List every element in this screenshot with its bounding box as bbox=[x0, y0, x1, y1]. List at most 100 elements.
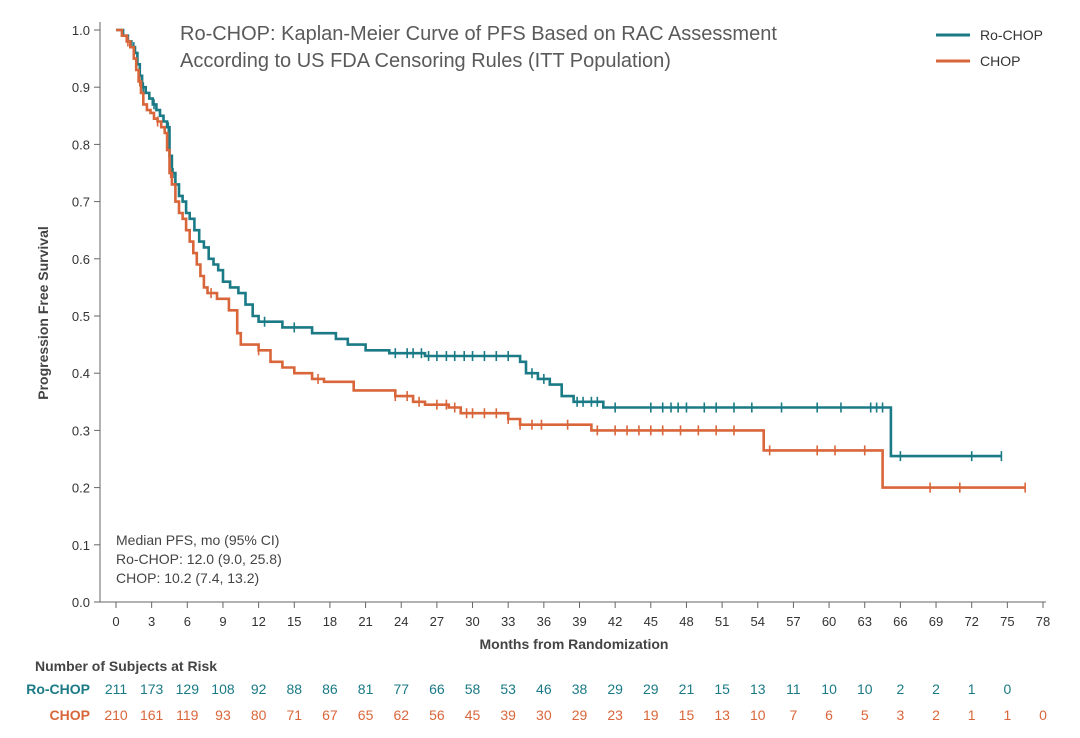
ro-chop-risk-value: 38 bbox=[572, 681, 588, 697]
chop-legend-label: CHOP bbox=[980, 53, 1020, 69]
x-tick-label: 21 bbox=[358, 614, 372, 629]
ro-chop-risk-value: 15 bbox=[714, 681, 730, 697]
ro-chop-risk-value: 129 bbox=[176, 681, 200, 697]
ro-chop-risk-value: 10 bbox=[821, 681, 837, 697]
ro-chop-risk-value: 58 bbox=[465, 681, 481, 697]
x-tick-label: 36 bbox=[537, 614, 551, 629]
ro-chop-risk-value: 88 bbox=[286, 681, 302, 697]
chop-risk-value: 6 bbox=[825, 707, 833, 723]
ro-chop-risk-value: 81 bbox=[358, 681, 374, 697]
chop-risk-label: CHOP bbox=[50, 707, 90, 723]
ro-chop-risk-value: 2 bbox=[932, 681, 940, 697]
chop-curve bbox=[116, 28, 1026, 489]
x-tick-label: 6 bbox=[184, 614, 191, 629]
chop-risk-value: 65 bbox=[358, 707, 374, 723]
chop-risk-value: 30 bbox=[536, 707, 552, 723]
y-axis-title: Progression Free Survival bbox=[35, 226, 51, 400]
annotation-line-1: Median PFS, mo (95% CI) bbox=[116, 532, 279, 548]
chop-risk-value: 93 bbox=[215, 707, 231, 723]
chop-risk-value: 5 bbox=[861, 707, 869, 723]
x-tick-label: 3 bbox=[148, 614, 155, 629]
risk-table-title: Number of Subjects at Risk bbox=[35, 658, 217, 674]
axes: 0.00.10.20.30.40.50.60.70.80.91.00 3 6 9 12 1… bbox=[35, 22, 1050, 652]
chop-risk-value: 7 bbox=[790, 707, 798, 723]
y-tick-label: 1.0 bbox=[72, 23, 90, 38]
ro-chop-risk-value: 66 bbox=[429, 681, 445, 697]
chop-risk-value: 3 bbox=[896, 707, 904, 723]
ro-chop-risk-value: 11 bbox=[786, 681, 801, 697]
ro-chop-legend-label: Ro-CHOP bbox=[980, 27, 1043, 43]
ro-chop-risk-value: 77 bbox=[393, 681, 409, 697]
x-tick-label: 0 bbox=[112, 614, 119, 629]
chop-risk-value: 80 bbox=[251, 707, 267, 723]
x-tick-label: 60 bbox=[822, 614, 836, 629]
y-tick-label: 0.1 bbox=[72, 538, 90, 553]
chop-risk-value: 67 bbox=[322, 707, 338, 723]
y-tick-label: 0.5 bbox=[72, 309, 90, 324]
chop-risk-value: 1 bbox=[1003, 707, 1011, 723]
ro-chop-risk-value: 21 bbox=[679, 681, 695, 697]
chop-risk-value: 71 bbox=[286, 707, 302, 723]
y-tick-label: 0.3 bbox=[72, 423, 90, 438]
y-tick-label: 0.9 bbox=[72, 80, 90, 95]
chop-risk-value: 119 bbox=[176, 707, 199, 723]
chop-risk-value: 2 bbox=[932, 707, 940, 723]
x-tick-label: 15 bbox=[287, 614, 301, 629]
ro-chop-risk-value: 173 bbox=[140, 681, 164, 697]
x-tick-label: 72 bbox=[964, 614, 978, 629]
survival-curves bbox=[116, 28, 1026, 493]
y-tick-label: 0.0 bbox=[72, 595, 90, 610]
y-tick-label: 0.7 bbox=[72, 195, 90, 210]
chop-risk-value: 13 bbox=[714, 707, 730, 723]
x-tick-label: 48 bbox=[679, 614, 693, 629]
ro-chop-risk-value: 29 bbox=[643, 681, 659, 697]
ro-chop-risk-label: Ro-CHOP bbox=[26, 681, 90, 697]
chop-risk-value: 45 bbox=[465, 707, 481, 723]
x-tick-label: 51 bbox=[715, 614, 729, 629]
chart-title: Ro-CHOP: Kaplan-Meier Curve of PFS Based… bbox=[180, 23, 777, 72]
ro-chop-risk-value: 53 bbox=[500, 681, 516, 697]
chop-risk-value: 161 bbox=[140, 707, 164, 723]
ro-chop-risk-value: 0 bbox=[1003, 681, 1011, 697]
x-axis-title: Months from Randomization bbox=[480, 636, 669, 652]
x-tick-label: 12 bbox=[251, 614, 265, 629]
ro-chop-risk-value: 86 bbox=[322, 681, 338, 697]
x-tick-label: 27 bbox=[430, 614, 444, 629]
ro-chop-risk-value: 211 bbox=[105, 681, 128, 697]
x-tick-label: 24 bbox=[394, 614, 408, 629]
x-tick-label: 69 bbox=[929, 614, 943, 629]
x-tick-label: 78 bbox=[1036, 614, 1050, 629]
x-tick-label: 30 bbox=[465, 614, 479, 629]
chart-title-line-1: Ro-CHOP: Kaplan-Meier Curve of PFS Based… bbox=[180, 23, 777, 45]
x-tick-label: 45 bbox=[644, 614, 658, 629]
chop-risk-value: 19 bbox=[643, 707, 659, 723]
x-tick-label: 18 bbox=[323, 614, 337, 629]
chop-risk-value: 29 bbox=[572, 707, 588, 723]
chart-title-line-2: According to US FDA Censoring Rules (ITT… bbox=[180, 50, 671, 72]
y-tick-label: 0.2 bbox=[72, 481, 90, 496]
x-tick-label: 33 bbox=[501, 614, 515, 629]
y-tick-label: 0.8 bbox=[72, 137, 90, 152]
chop-risk-value: 210 bbox=[104, 707, 128, 723]
median-pfs-annotation: Median PFS, mo (95% CI) Ro-CHOP: 12.0 (9… bbox=[116, 532, 282, 586]
annotation-line-3: CHOP: 10.2 (7.4, 13.2) bbox=[116, 570, 259, 586]
legend: Ro-CHOP CHOP bbox=[936, 27, 1043, 69]
chop-risk-value: 0 bbox=[1039, 707, 1047, 723]
chop-risk-value: 10 bbox=[750, 707, 766, 723]
chop-risk-value: 39 bbox=[500, 707, 516, 723]
x-tick-label: 9 bbox=[219, 614, 226, 629]
chop-risk-value: 23 bbox=[607, 707, 623, 723]
ro-chop-risk-value: 13 bbox=[750, 681, 766, 697]
chop-risk-value: 62 bbox=[393, 707, 409, 723]
chop-risk-value: 56 bbox=[429, 707, 445, 723]
risk-table: Number of Subjects at Risk Ro-CHOP 211 173… bbox=[26, 658, 1047, 723]
x-tick-label: 57 bbox=[786, 614, 800, 629]
chop-risk-value: 15 bbox=[679, 707, 695, 723]
y-tick-label: 0.4 bbox=[72, 366, 90, 381]
ro-chop-risk-value: 92 bbox=[251, 681, 267, 697]
x-tick-label: 66 bbox=[893, 614, 907, 629]
ro-chop-risk-value: 2 bbox=[896, 681, 904, 697]
ro-chop-risk-value: 10 bbox=[857, 681, 873, 697]
x-tick-label: 63 bbox=[857, 614, 871, 629]
